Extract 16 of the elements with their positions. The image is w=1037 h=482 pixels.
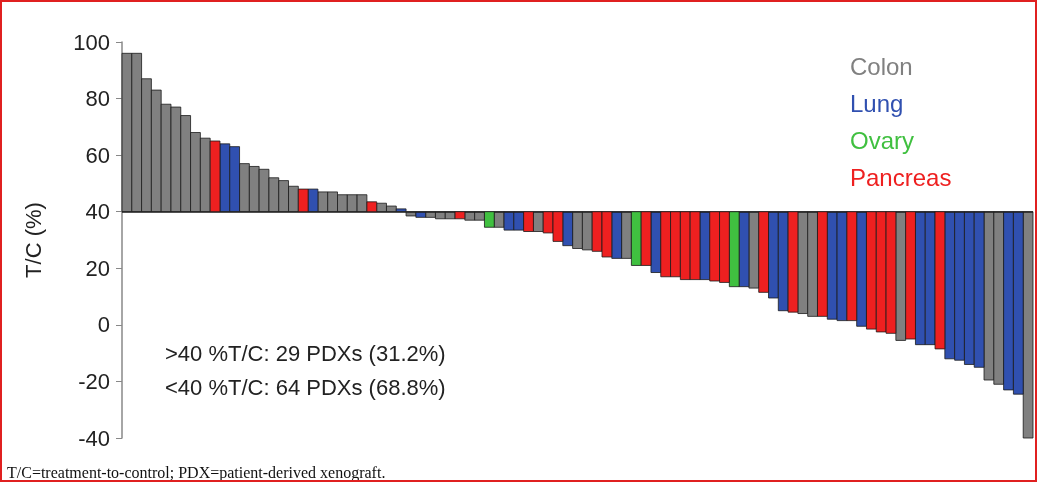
series-label: Pancreas [850, 163, 952, 191]
y-tick-label: -20 [78, 368, 110, 394]
y-tick-label: 80 [85, 86, 110, 112]
y-tick-label: -40 [78, 425, 110, 451]
y-tick-label: 20 [85, 255, 110, 281]
annotation: >40 %T/C: 29 PDXs (31.2%) [165, 340, 446, 366]
y-axis-title: T/C (%) [20, 202, 46, 278]
text: Colon [850, 52, 913, 80]
y-tick-label: 60 [85, 142, 110, 168]
annotation: <40 %T/C: 64 PDXs (68.8%) [165, 374, 446, 400]
text: T/C=treatment-to-control; PDX=patient-derived xenograft. [7, 463, 386, 482]
y-tick-label: 0 [97, 312, 110, 338]
y-tick-label: 100 [73, 29, 110, 55]
text: Ovary [850, 126, 915, 154]
text: Lung [850, 89, 904, 117]
y-tick-label: 40 [85, 199, 110, 225]
